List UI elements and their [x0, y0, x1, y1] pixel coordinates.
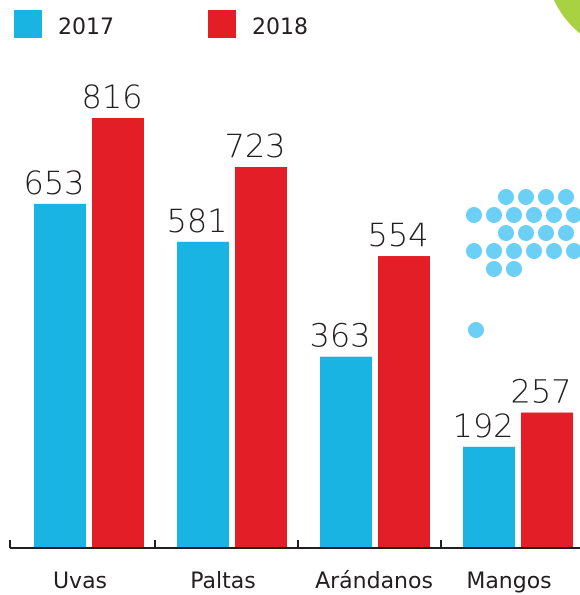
- decoration: [466, 0, 580, 338]
- legend-swatch: [208, 10, 236, 38]
- bar: [378, 256, 430, 548]
- x-tick-label: Paltas: [190, 569, 255, 594]
- x-tick-label: Mangos: [466, 569, 551, 594]
- bar: [235, 166, 287, 548]
- value-label: 192: [452, 407, 513, 445]
- value-label: 554: [367, 216, 428, 254]
- legend-label: 2017: [58, 15, 114, 40]
- legend-swatch: [14, 10, 42, 38]
- bar: [177, 241, 229, 549]
- bar: [463, 446, 515, 548]
- value-label: 816: [81, 78, 142, 116]
- x-tick-label: Uvas: [53, 569, 107, 594]
- x-tick-label: Arándanos: [315, 569, 433, 594]
- bar: [92, 117, 144, 548]
- value-label: 581: [166, 202, 227, 240]
- legend-label: 2018: [252, 15, 308, 40]
- value-label: 723: [224, 127, 285, 165]
- bar: [34, 203, 86, 548]
- value-label: 257: [510, 373, 571, 411]
- value-label: 363: [309, 317, 370, 355]
- bar: [320, 356, 372, 548]
- bar: [521, 412, 573, 548]
- value-label: 653: [23, 164, 84, 202]
